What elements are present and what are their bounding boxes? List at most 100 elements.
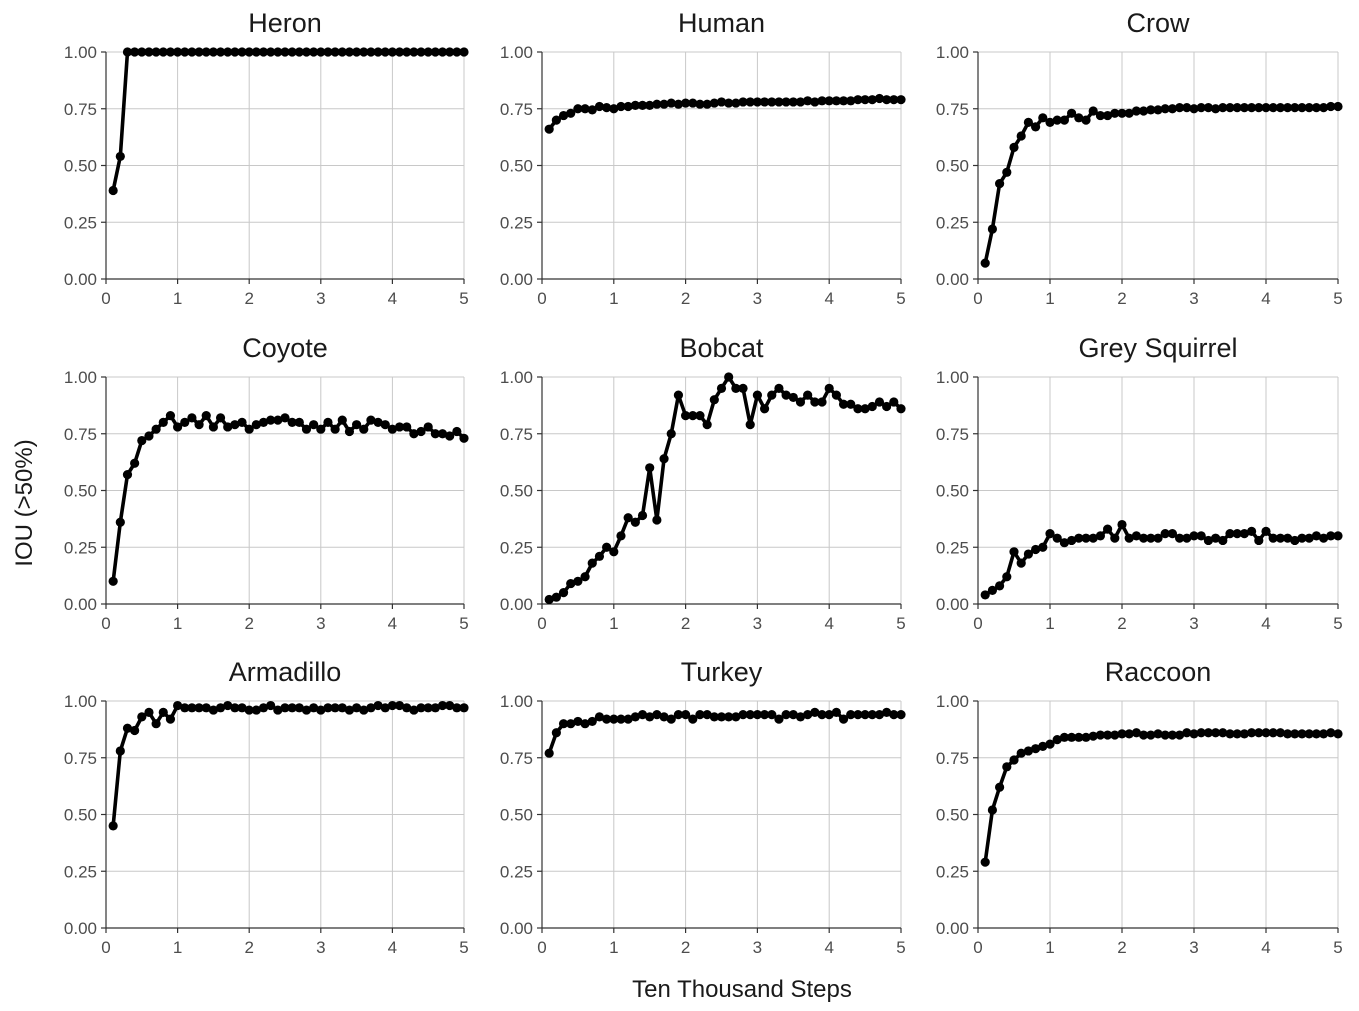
data-point — [1275, 103, 1285, 113]
data-point — [402, 422, 412, 432]
data-point — [258, 417, 269, 427]
data-point — [609, 547, 619, 557]
data-point — [1225, 103, 1235, 113]
data-point — [1182, 533, 1192, 543]
panel-grey-squirrel: Grey Squirrel 0 1 2 3 4 5 0.00 0.25 0.50 0.75 1.00 — [936, 333, 1343, 633]
data-point — [623, 513, 633, 523]
data-point — [1247, 526, 1257, 536]
data-point — [266, 47, 276, 57]
data-point — [882, 95, 892, 105]
data-point — [352, 47, 362, 57]
data-point — [459, 703, 469, 713]
data-point — [652, 99, 662, 109]
data-point — [666, 714, 676, 724]
data-point — [316, 705, 326, 715]
data-point — [1059, 115, 1069, 125]
data-point — [838, 399, 849, 409]
data-point — [251, 420, 261, 430]
data-point — [637, 100, 648, 110]
data-point — [745, 710, 755, 720]
data-point — [1103, 730, 1113, 740]
data-point — [716, 97, 727, 107]
x-tick-label: 2 — [1117, 289, 1126, 308]
data-point — [208, 705, 218, 715]
data-point — [544, 748, 554, 758]
data-point — [587, 105, 597, 115]
data-point — [244, 424, 254, 434]
data-point — [1326, 101, 1336, 112]
data-point — [1031, 544, 1041, 555]
x-tick-label: 5 — [896, 289, 905, 308]
x-tick-label: 4 — [1261, 614, 1270, 633]
series-line — [111, 413, 466, 582]
panel-turkey: Turkey 0 1 2 3 4 5 0.00 0.25 0.50 0.75 1.00 — [500, 657, 906, 957]
y-tick-label: 0.00 — [64, 919, 97, 938]
x-tick-label: 1 — [609, 614, 618, 633]
data-point — [273, 47, 283, 57]
x-tick-label: 1 — [1045, 289, 1054, 308]
data-point — [273, 415, 283, 425]
data-point — [452, 426, 462, 437]
data-point — [637, 510, 648, 521]
data-point — [237, 703, 247, 713]
data-point — [1167, 104, 1177, 114]
data-point — [709, 98, 719, 108]
data-point — [266, 700, 276, 711]
data-point — [445, 700, 455, 711]
data-point — [630, 517, 640, 527]
data-point — [896, 404, 906, 414]
data-point — [874, 397, 885, 407]
data-point — [702, 99, 712, 109]
data-point — [616, 101, 626, 112]
data-point — [752, 390, 763, 400]
data-point — [846, 399, 856, 409]
data-point — [767, 390, 777, 400]
data-point — [1261, 103, 1271, 113]
data-point — [781, 97, 791, 107]
x-tick-label: 1 — [1045, 938, 1054, 957]
y-tick-label: 0.25 — [500, 538, 533, 557]
data-point — [151, 719, 161, 729]
x-tick-label: 4 — [1261, 289, 1270, 308]
data-point — [752, 710, 763, 720]
y-tick-label: 1.00 — [936, 692, 969, 711]
data-point — [889, 95, 899, 105]
data-point — [244, 47, 254, 57]
data-point — [544, 124, 554, 134]
data-point — [1333, 531, 1343, 541]
data-point — [180, 47, 190, 57]
data-point — [387, 47, 397, 57]
data-point — [803, 96, 813, 106]
data-point — [1052, 115, 1062, 125]
data-point — [566, 108, 576, 118]
panel-bobcat: Bobcat 0 1 2 3 4 5 0.00 0.25 0.50 0.75 1.00 — [500, 333, 906, 633]
y-tick-label: 0.50 — [936, 806, 969, 825]
data-point — [1254, 535, 1264, 546]
data-point — [402, 703, 412, 713]
data-point — [430, 429, 440, 439]
data-point — [673, 99, 684, 109]
y-tick-label: 0.75 — [500, 425, 533, 444]
data-point — [158, 47, 168, 57]
x-tick-label: 0 — [537, 289, 546, 308]
data-point — [1218, 535, 1228, 546]
data-point — [1038, 542, 1048, 552]
data-point — [1160, 529, 1170, 539]
data-point — [1110, 108, 1120, 118]
data-point — [573, 716, 583, 727]
data-point — [803, 710, 813, 720]
data-point — [344, 47, 355, 57]
data-point — [1175, 103, 1185, 113]
data-point — [980, 590, 990, 600]
data-point — [1167, 730, 1177, 740]
data-point — [860, 95, 870, 105]
data-point — [1239, 103, 1249, 113]
data-point — [158, 707, 168, 717]
data-point — [702, 710, 712, 720]
data-point — [373, 47, 383, 57]
data-point — [1038, 741, 1048, 752]
data-point — [423, 703, 433, 713]
data-point — [194, 47, 204, 57]
y-tick-label: 0.50 — [64, 806, 97, 825]
